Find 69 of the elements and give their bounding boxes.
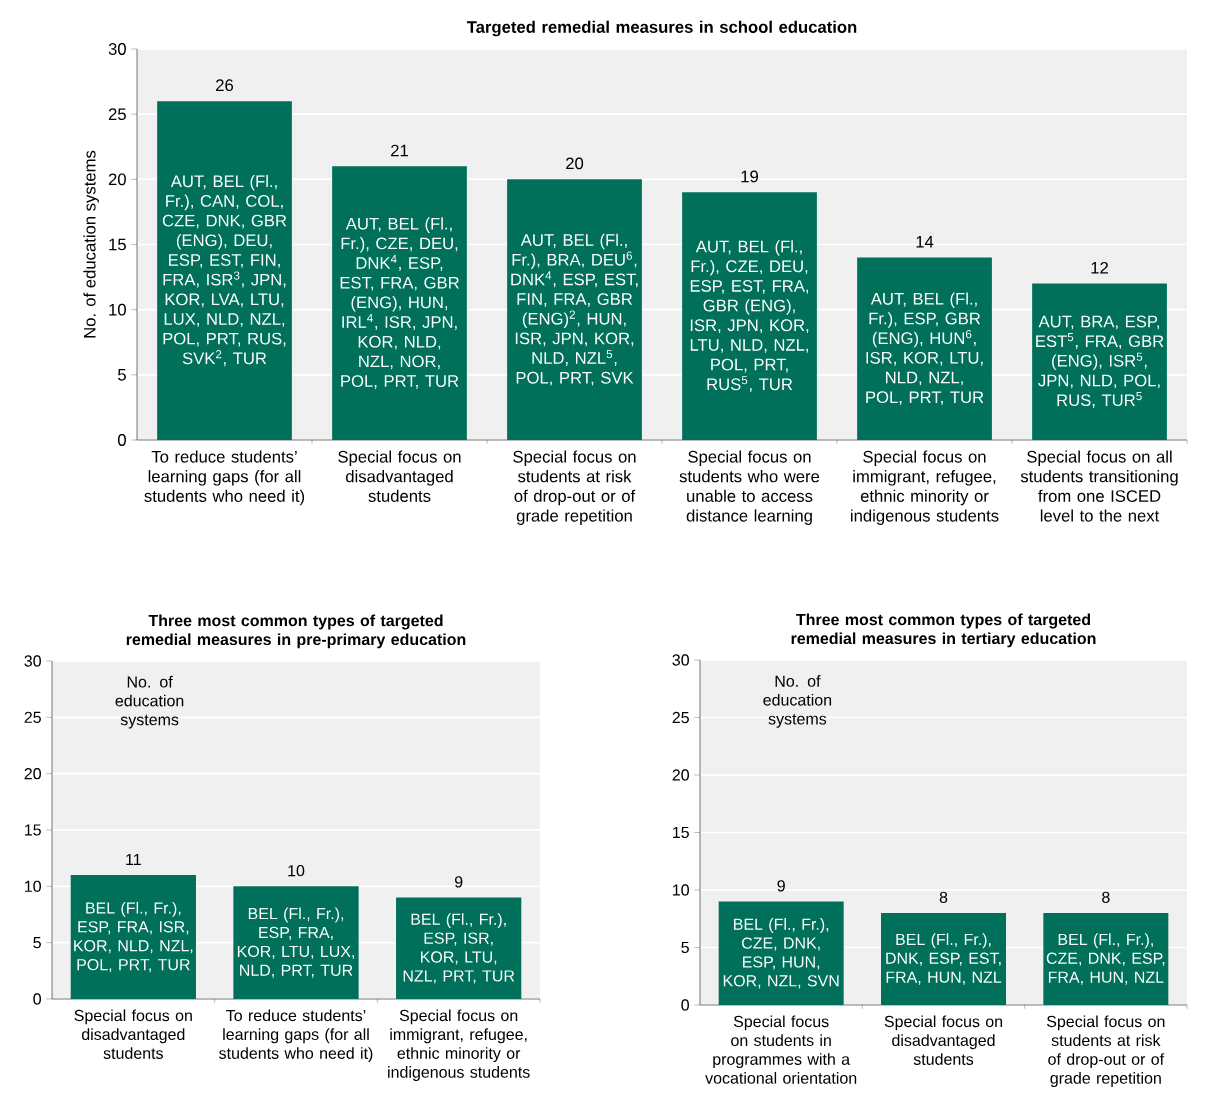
y-tick-label: 30 bbox=[672, 654, 689, 666]
y-tick-label: 5 bbox=[33, 937, 41, 949]
annotation: AUT, BEL (Fl., Fr.), ESP, GBR (ENG), HUN$^{6}$, ISR, KOR, LTU, NLD, NZL, POL, PRT, TUR bbox=[866, 292, 984, 406]
text: AUT, BRA, ESP, EST$^{5}$, FRA, GBR (ENG), ISR$^{5}$, JPN, NLD, POL, RUS, TUR$^{5}$ bbox=[1036, 315, 1164, 409]
annotation: BEL (Fl., Fr.), ESP, ISR, KOR, LTU, NZL, PRT, TUR bbox=[403, 913, 515, 984]
chart-title: Three most common types of targeted remedial measures in tertiary education bbox=[791, 613, 1096, 648]
y-tick-label: 0 bbox=[681, 999, 689, 1011]
y-tick-label: 0 bbox=[33, 993, 41, 1005]
x-tick-label: Special focus on students in programmes with a vocational orientation bbox=[705, 1015, 857, 1084]
x-tick-label: Special focus on disadvantaged students bbox=[338, 450, 461, 502]
y-tick-label: 20 bbox=[108, 173, 126, 186]
data-label: 9 bbox=[454, 876, 463, 888]
y-tick-label: 20 bbox=[672, 769, 689, 781]
data-label: 21 bbox=[391, 144, 408, 157]
x-tick-label: Special focus on students at risk of drop-out or of grade repetition bbox=[513, 450, 636, 525]
y-axis-title: No. of education systems bbox=[83, 150, 99, 338]
x-tick-label: Special focus on disadvantaged students bbox=[884, 1015, 1003, 1065]
data-label: 8 bbox=[1102, 891, 1110, 903]
data-label: 12 bbox=[1091, 261, 1108, 274]
y-tick-label: 10 bbox=[673, 884, 689, 896]
chart-title: Three most common types of targeted remedial measures in pre-primary education bbox=[126, 614, 466, 649]
bar bbox=[332, 166, 467, 440]
data-label: 10 bbox=[288, 864, 305, 877]
data-label: 26 bbox=[216, 79, 234, 92]
x-tick-label: Special focus on immigrant, refugee, ethnic minority or indigenous students bbox=[388, 1009, 530, 1081]
annotation: BEL (Fl., Fr.), ESP, FRA, ISR, KOR, NLD, NZL, POL, PRT, TUR bbox=[74, 901, 193, 973]
y-tick-label: 5 bbox=[118, 369, 126, 381]
y-tick-label: 0 bbox=[117, 434, 126, 446]
text: AUT, BEL (Fl., Fr.), CZE, DEU, ESP, EST, FRA, GBR (ENG), ISR, JPN, KOR, LTU, NLD, NZL, POL, PRT, RUS$^{5}$, TUR bbox=[690, 240, 809, 393]
y-tick-label: 30 bbox=[108, 43, 126, 55]
text: AUT, BEL (Fl., Fr.), CZE, DEU, DNK$^{4}$, ESP, EST, FRA, GBR (ENG), HUN, IRL$^{4}$, ISR, JPN, KOR, NLD, NZL, NOR, POL, PRT, TUR bbox=[340, 217, 459, 389]
x-tick-label: To reduce students’ learning gaps (for all students who need it) bbox=[219, 1009, 373, 1063]
text: AUT, BEL (Fl., Fr.), BRA, DEU$^{6}$, DNK$^{4}$, ESP, EST, FIN, FRA, GBR (ENG)$^{2}$, HUN, ISR, JPN, KOR, NLD, NZL$^{5}$, POL, PRT, SVK bbox=[511, 233, 638, 386]
x-tick-label: Special focus on disadvantaged students bbox=[74, 1009, 192, 1059]
chart-title: Targeted remedial measures in school education bbox=[466, 20, 857, 37]
annotation: BEL (Fl., Fr.), CZE, DNK, ESP, HUN, KOR, NZL, SVN bbox=[723, 918, 839, 989]
x-tick-label: To reduce students’ learning gaps (for all students who need it) bbox=[144, 450, 305, 506]
y-tick-label: 25 bbox=[108, 108, 126, 121]
bar bbox=[857, 257, 992, 440]
annotation: BEL (Fl., Fr.), CZE, DNK, ESP, FRA, HUN, NZL bbox=[1046, 933, 1165, 985]
y-tick-label: 25 bbox=[672, 711, 689, 724]
y-tick-label: 15 bbox=[109, 238, 126, 251]
y-tick-label: 15 bbox=[673, 826, 689, 839]
y-tick-label: 15 bbox=[25, 824, 41, 836]
y-tick-label: 5 bbox=[681, 941, 689, 954]
y-axis-title: No. of education systems bbox=[763, 675, 832, 728]
bar bbox=[1032, 283, 1167, 440]
y-tick-label: 30 bbox=[24, 655, 41, 667]
y-tick-label: 25 bbox=[24, 711, 41, 723]
y-axis-title: No. of education systems bbox=[115, 675, 184, 729]
data-label: 14 bbox=[916, 236, 934, 248]
x-tick-label: Special focus on all students transitioning from one ISCED level to the next bbox=[1020, 450, 1178, 522]
data-label: 8 bbox=[939, 891, 948, 903]
annotation: BEL (Fl., Fr.), DNK, ESP, EST, FRA, HUN, NZL bbox=[886, 933, 1002, 985]
annotation: BEL (Fl., Fr.), ESP, FRA, KOR, LTU, LUX, NLD, PRT, TUR bbox=[237, 907, 354, 978]
y-tick-label: 10 bbox=[109, 303, 126, 316]
bar bbox=[507, 179, 642, 440]
data-label: 9 bbox=[777, 880, 785, 892]
bar bbox=[682, 192, 817, 440]
x-tick-label: Special focus on immigrant, refugee, ethnic minority or indigenous students bbox=[851, 450, 999, 525]
data-label: 19 bbox=[741, 170, 758, 183]
data-label: 20 bbox=[566, 157, 584, 170]
y-tick-label: 20 bbox=[24, 768, 41, 780]
x-tick-label: Special focus on students at risk of drop-out or of grade repetition bbox=[1046, 1015, 1165, 1087]
bar bbox=[157, 101, 292, 440]
data-label: 11 bbox=[126, 854, 141, 866]
x-tick-label: Special focus on students who were unable to access distance learning bbox=[679, 450, 820, 525]
text: AUT, BEL (Fl., Fr.), CAN, COL, CZE, DNK, GBR (ENG), DEU, ESP, EST, FIN, FRA, ISR$^{3}$, JPN, KOR, LVA, LTU, LUX, NLD, NZL, POL, PRT, RUS, SVK$^{2}$, TUR bbox=[162, 174, 287, 367]
y-tick-label: 10 bbox=[25, 880, 41, 892]
